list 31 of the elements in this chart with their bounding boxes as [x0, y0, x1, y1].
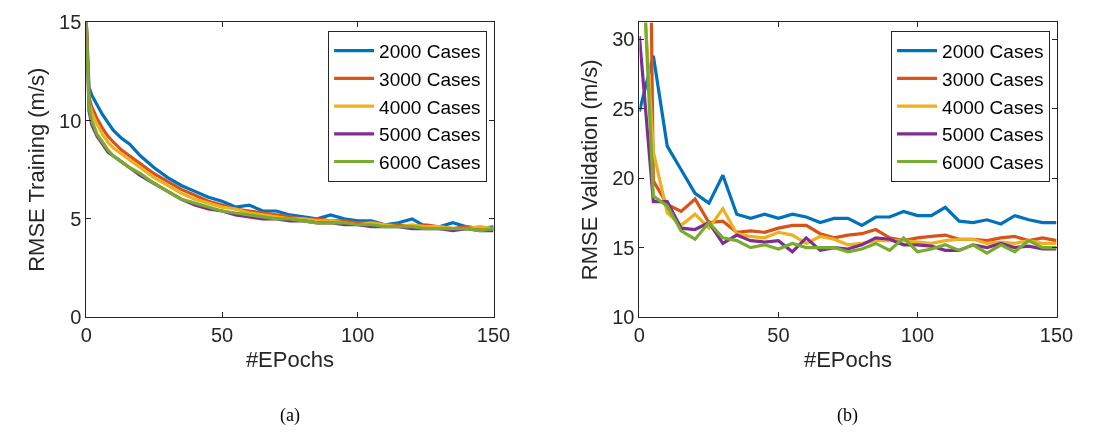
x-tick-label: 50 — [210, 324, 234, 347]
text: (a) — [280, 405, 300, 426]
legend-label: 3000 Cases — [379, 68, 481, 90]
y-tick-label: 15 — [59, 11, 82, 34]
legend-label: 4000 Cases — [942, 96, 1044, 118]
legend-label: 2000 Cases — [942, 41, 1044, 63]
y-tick-label: 0 — [70, 306, 82, 329]
x-tick-label: 100 — [341, 324, 375, 347]
legend-label: 3000 Cases — [942, 68, 1044, 90]
x-tick-label: 50 — [767, 324, 790, 347]
legend-label: 4000 Cases — [379, 96, 481, 118]
y-axis-title: RMSE Validation (m/s) — [576, 59, 602, 281]
y-tick-label: 5 — [70, 207, 82, 230]
x-tick-label: 150 — [1039, 324, 1074, 347]
text: (b) — [837, 405, 858, 426]
y-tick-label: 30 — [612, 28, 635, 51]
x-axis-title: #EPochs — [245, 346, 334, 372]
legend-label: 6000 Cases — [379, 151, 481, 173]
legend-label: 2000 Cases — [379, 41, 481, 63]
y-axis-title: RMSE Training (m/s) — [23, 67, 49, 272]
y-tick-label: 10 — [59, 109, 82, 132]
legend-label: 6000 Cases — [942, 151, 1044, 173]
legend-label: 5000 Cases — [942, 124, 1044, 146]
y-tick-label: 10 — [612, 306, 635, 329]
x-tick-label: 150 — [476, 324, 511, 347]
x-axis-title: #EPochs — [803, 346, 892, 372]
y-tick-label: 20 — [612, 167, 635, 190]
legend-label: 5000 Cases — [379, 124, 481, 146]
y-tick-label: 25 — [612, 97, 635, 120]
y-tick-label: 15 — [612, 236, 635, 259]
x-tick-label: 100 — [900, 324, 935, 347]
